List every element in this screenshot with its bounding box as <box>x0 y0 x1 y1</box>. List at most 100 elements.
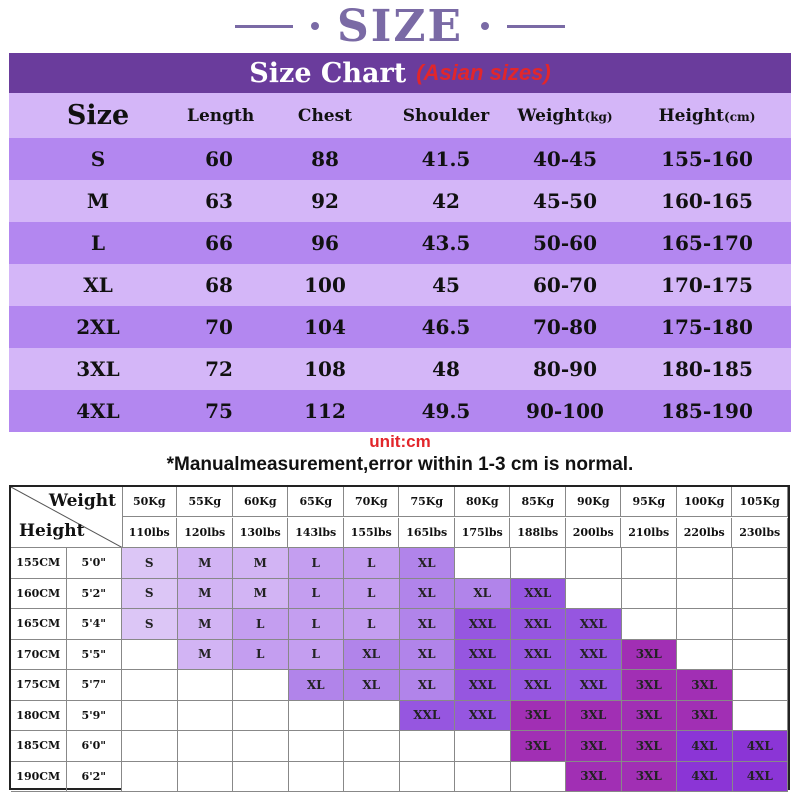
grid-size-cell: XL <box>344 639 400 670</box>
grid-size-cell: 3XL <box>621 731 677 762</box>
height-ft-label: 6'2" <box>66 761 122 792</box>
column-header-length: Length <box>187 105 255 126</box>
grid-size-cell: XL <box>399 670 455 701</box>
grid-size-cell <box>455 761 511 792</box>
grid-size-cell <box>677 578 733 609</box>
size-chart-cell-weight: 45-50 <box>533 189 597 213</box>
grid-size-cell <box>621 548 677 579</box>
weight-lbs-header: 200lbs <box>565 518 622 548</box>
grid-size-cell: XXL <box>510 670 566 701</box>
weight-lbs-header: 165lbs <box>399 518 455 548</box>
grid-size-cell: L <box>288 548 344 579</box>
height-ft-label: 5'5" <box>66 639 122 670</box>
grid-size-cell <box>288 700 344 731</box>
size-chart-subtitle: (Asian sizes) <box>416 60 551 85</box>
grid-size-cell <box>122 700 178 731</box>
size-chart-cell-height: 165-170 <box>661 231 753 255</box>
size-chart-row: S 60 88 41.5 40-45 155-160 <box>9 138 791 180</box>
weight-kg-header: 55Kg <box>177 487 233 517</box>
grid-size-cell: L <box>288 639 344 670</box>
height-header-label: Height <box>658 105 725 126</box>
column-header-weight: Weight(kg) <box>493 106 637 126</box>
grid-size-cell <box>621 609 677 640</box>
grid-size-cell: 3XL <box>677 670 733 701</box>
grid-size-cell: 4XL <box>677 731 733 762</box>
weight-kg-header: 75Kg <box>399 487 455 517</box>
measurement-note: *Manualmeasurement,error within 1-3 cm i… <box>166 454 634 475</box>
size-chart-cell-shoulder: 46.5 <box>421 315 471 339</box>
grid-size-cell: M <box>177 639 233 670</box>
weight-lbs-header: 143lbs <box>288 518 344 548</box>
size-chart-cell-weight: 60-70 <box>533 273 597 297</box>
grid-size-cell: 3XL <box>677 700 733 731</box>
grid-size-cell <box>399 761 455 792</box>
grid-size-cell <box>233 700 289 731</box>
height-ft-label: 5'9" <box>66 700 122 731</box>
grid-size-cell: XL <box>399 548 455 579</box>
grid-size-cell <box>677 639 733 670</box>
size-chart-row: M 63 92 42 45-50 160-165 <box>9 180 791 222</box>
size-chart-cell-height: 175-180 <box>661 315 753 339</box>
size-chart-cell-size: 2XL <box>76 315 120 339</box>
size-chart-cell-size: M <box>86 189 110 213</box>
size-chart-cell-height: 160-165 <box>661 189 753 213</box>
grid-size-cell <box>732 609 788 640</box>
size-chart-cell-weight: 70-80 <box>533 315 597 339</box>
height-ft-label: 5'4" <box>66 609 122 640</box>
grid-size-cell: XXL <box>510 639 566 670</box>
size-chart-row: XL 68 100 45 60-70 170-175 <box>9 264 791 306</box>
weight-lbs-header-row: 110lbs 120lbs 130lbs 143lbs 155lbs 165lbs 175l… <box>11 518 788 548</box>
height-ft-label: 5'0" <box>66 548 122 579</box>
grid-size-cell: L <box>288 609 344 640</box>
grid-size-cell: L <box>344 548 400 579</box>
size-chart-cell-weight: 80-90 <box>533 357 597 381</box>
height-row: 175CM 5'7" XL XL XL XXL XXL XXL 3XL 3XL <box>11 670 788 701</box>
size-chart-cell-chest: 104 <box>304 315 346 339</box>
size-chart-cell-chest: 88 <box>311 147 339 171</box>
grid-size-cell: S <box>122 609 178 640</box>
size-chart-row: 3XL 72 108 48 80-90 180-185 <box>9 348 791 390</box>
size-chart-cell-size: 4XL <box>76 399 120 423</box>
size-recommendation-grid: Weight Height 50Kg 55Kg 60Kg 65Kg 70Kg 75Kg 80… <box>9 485 790 792</box>
height-row: 185CM 6'0" 3XL 3XL 3XL 4XL 4XL <box>11 731 788 762</box>
grid-corner-spacer <box>11 518 122 548</box>
grid-size-cell: L <box>288 578 344 609</box>
grid-size-cell: XXL <box>399 700 455 731</box>
height-ft-label: 5'7" <box>66 670 122 701</box>
dot-left-icon <box>310 22 319 30</box>
grid-size-cell: XXL <box>510 578 566 609</box>
grid-size-cell <box>732 639 788 670</box>
page-title: SIZE <box>336 0 463 52</box>
grid-size-cell <box>677 548 733 579</box>
grid-size-cell: 3XL <box>566 700 622 731</box>
size-chart-body: S 60 88 41.5 40-45 155-160 M 63 92 42 45-50 160-165… <box>9 138 791 432</box>
grid-size-cell: 3XL <box>566 731 622 762</box>
grid-size-cell <box>288 761 344 792</box>
unit-note: unit:cm <box>369 432 431 451</box>
grid-size-cell <box>566 548 622 579</box>
grid-size-cell <box>510 548 566 579</box>
size-chart-cell-length: 75 <box>205 399 233 423</box>
grid-size-cell <box>233 670 289 701</box>
grid-size-cell: S <box>122 578 178 609</box>
weight-lbs-header: 175lbs <box>454 518 511 548</box>
height-cm-label: 155CM <box>11 548 67 579</box>
weight-unit-label: (kg) <box>584 109 613 124</box>
weight-kg-header: 70Kg <box>343 487 400 517</box>
height-row: 165CM 5'4" S M L L L XL XXL XXL XXL <box>11 609 788 640</box>
weight-header-label: Weight <box>517 105 585 126</box>
grid-size-cell <box>233 731 289 762</box>
size-chart-banner: Size Chart (Asian sizes) <box>9 53 791 93</box>
grid-size-cell: L <box>233 639 289 670</box>
size-chart-cell-chest: 92 <box>311 189 339 213</box>
corner-height-label: Height <box>19 521 85 541</box>
grid-size-cell <box>122 639 178 670</box>
corner-weight-label: Weight <box>48 491 116 511</box>
weight-kg-header: 80Kg <box>454 487 511 517</box>
grid-corner-cell: Weight Height <box>11 487 123 548</box>
grid-size-cell: 4XL <box>677 761 733 792</box>
grid-size-cell: 3XL <box>510 700 566 731</box>
size-chart-cell-length: 72 <box>205 357 233 381</box>
size-chart-cell-length: 60 <box>205 147 233 171</box>
grid-size-cell <box>455 731 511 762</box>
